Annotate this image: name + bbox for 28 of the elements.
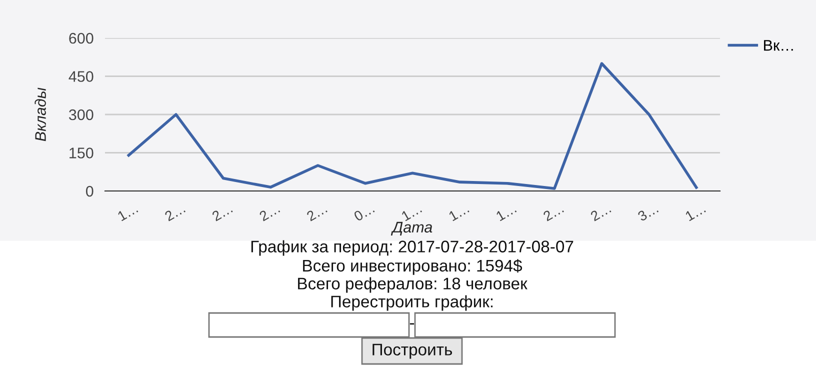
text: Перестроить график: (331, 295, 493, 311)
legend-label: Вк… (764, 40, 793, 51)
x-tick-label: 1… (684, 203, 706, 222)
y-tick-label: 0 (86, 186, 94, 197)
y-axis-title: Вклады (34, 88, 46, 142)
text: Всего инвестировано: 1594$ (303, 259, 522, 275)
x-tick-label: 2… (164, 203, 186, 222)
x-tick-label: 1… (496, 203, 517, 222)
x-tick-label: 2… (590, 203, 612, 222)
x-tick-label: 3… (637, 203, 659, 222)
text: - (410, 323, 414, 325)
y-tick-label: 450 (68, 71, 94, 82)
x-tick-label: 2… (258, 203, 280, 222)
x-tick-label: 2… (306, 203, 328, 222)
y-tick-label: 150 (70, 148, 94, 158)
x-axis-title: Дата (390, 222, 432, 236)
x-tick-label: 0… (353, 203, 375, 222)
text: Построить (372, 344, 452, 359)
text: Всего рефералов: 18 человек (298, 277, 528, 293)
x-tick-label: 1… (117, 203, 138, 222)
line-series (127, 62, 698, 190)
x-tick-label: 2… (542, 203, 564, 222)
x-tick-label: 1… (401, 203, 422, 222)
y-tick-label: 300 (68, 109, 94, 120)
y-tick-label: 600 (69, 32, 94, 44)
x-tick-label: 2… (211, 203, 233, 222)
text: График за период: 2017-07-28-2017-08-07 (251, 240, 574, 256)
x-tick-label: 1… (448, 203, 470, 222)
